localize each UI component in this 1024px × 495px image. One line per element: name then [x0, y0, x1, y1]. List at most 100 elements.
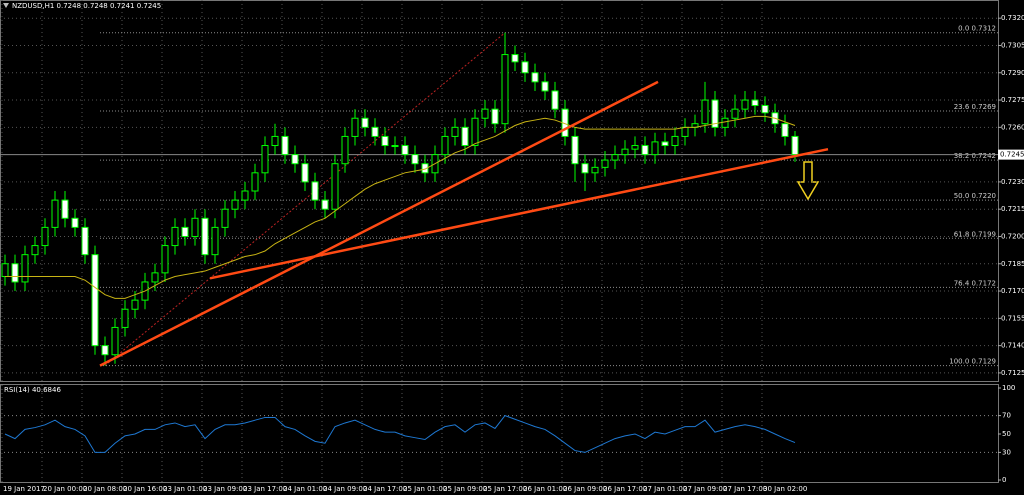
x-tick-label: 24 Jan 17:00 [363, 485, 407, 493]
candle-body [71, 217, 79, 228]
y-tick-label: 0.7125 [1001, 369, 1024, 377]
candle-body [231, 199, 239, 210]
candle-body [721, 117, 729, 128]
candle-body [511, 54, 519, 63]
candle-body [781, 123, 789, 137]
trendline [99, 80, 659, 367]
x-tick-label: 26 Jan 09:00 [563, 485, 607, 493]
candle-body [421, 163, 429, 174]
candle-body [1, 263, 9, 277]
candle-body [181, 226, 189, 237]
candle-body [301, 163, 309, 183]
chart-title: NZDUSD,H1 0.7248 0.7248 0.7241 0.7245 [12, 2, 161, 10]
rsi-tick-label: 0 [1002, 476, 1006, 484]
y-tick-label: 0.7170 [1001, 287, 1024, 295]
candle-body [751, 99, 759, 107]
candle-body [621, 148, 629, 156]
candle-body [31, 245, 39, 256]
candle-body [741, 99, 749, 110]
y-tick-label: 0.7200 [1001, 232, 1024, 240]
x-tick-label: 26 Jan 01:00 [523, 485, 567, 493]
candle-body [91, 254, 99, 347]
moving-average [5, 115, 796, 299]
candle-body [81, 226, 89, 256]
symbol-icon [3, 3, 9, 8]
y-tick-label: 0.7185 [1001, 260, 1024, 268]
trendline [209, 147, 829, 280]
x-tick-label: 25 Jan 17:00 [483, 485, 527, 493]
candle-body [681, 126, 689, 137]
rsi-tick-label: 100 [1002, 384, 1015, 392]
down-arrow [796, 161, 820, 201]
candle-body [481, 108, 489, 119]
candle-body [311, 181, 319, 201]
candle-body [331, 163, 339, 210]
x-tick-label: 27 Jan 09:00 [683, 485, 727, 493]
fibo-label: 38.2 0.7242 [954, 152, 996, 160]
x-tick-label: 30 Jan 02:00 [763, 485, 807, 493]
candle-body [281, 135, 289, 156]
candle-body [711, 99, 719, 128]
rsi-line [4, 415, 796, 453]
y-tick-label: 0.7320 [1001, 14, 1024, 22]
x-tick-label: 20 Jan 08:00 [83, 485, 127, 493]
candle-body [531, 72, 539, 83]
candle-body [441, 135, 449, 156]
candle-body [631, 145, 639, 150]
y-tick-label: 0.7275 [1001, 96, 1024, 104]
fibo-label: 50.0 0.7220 [954, 192, 996, 200]
y-tick-label: 0.7230 [1001, 178, 1024, 186]
main-panel-border [0, 0, 999, 382]
candle-body [791, 135, 799, 156]
candle-body [261, 145, 269, 174]
x-tick-label: 25 Jan 01:00 [403, 485, 447, 493]
candle-body [271, 135, 279, 147]
fibo-label: 76.4 0.7172 [954, 279, 996, 287]
candle-body [601, 159, 609, 168]
y-tick-label: 0.7155 [1001, 314, 1024, 322]
candle-body [51, 199, 59, 228]
candle-body [761, 105, 769, 114]
candle-body [411, 154, 419, 165]
candle-body [221, 208, 229, 228]
x-tick-label: 20 Jan 00:00 [43, 485, 87, 493]
candle-body [731, 108, 739, 119]
candle-body [551, 90, 559, 110]
candle-body [201, 217, 209, 256]
candle-body [401, 145, 409, 156]
fibo-diagonal [104, 32, 506, 367]
candle-body [371, 126, 379, 137]
last-price-box [998, 149, 1024, 160]
candle-body [241, 190, 249, 201]
candle-body [641, 145, 649, 156]
x-tick-label: 23 Jan 01:00 [163, 485, 207, 493]
candle-body [341, 135, 349, 165]
x-tick-label: 27 Jan 01:00 [643, 485, 687, 493]
y-tick-label: 0.7305 [1001, 41, 1024, 49]
candle-body [591, 166, 599, 174]
candle-body [611, 154, 619, 161]
candle-body [671, 135, 679, 147]
candle-body [391, 145, 399, 148]
candle-body [21, 254, 29, 283]
x-tick-label: 24 Jan 09:00 [323, 485, 367, 493]
candle-body [251, 172, 259, 192]
fibo-label: 100.0 0.7129 [949, 358, 996, 366]
y-tick-label: 0.7260 [1001, 123, 1024, 131]
x-tick-label: 20 Jan 16:00 [123, 485, 167, 493]
x-tick-label: 27 Jan 17:00 [723, 485, 767, 493]
y-tick-label: 0.7140 [1001, 342, 1024, 350]
candle-body [11, 263, 19, 283]
x-tick-label: 25 Jan 09:00 [443, 485, 487, 493]
last-price-label: 0.7245 [1000, 151, 1024, 159]
x-tick-label: 19 Jan 2017 [3, 485, 45, 493]
candle-body [501, 54, 509, 125]
candle-body [191, 217, 199, 237]
candle-body [101, 345, 109, 356]
rsi-label: RSI(14) 40.6846 [4, 386, 61, 394]
candle-body [361, 117, 369, 128]
candle-body [211, 226, 219, 256]
candle-body [121, 308, 129, 328]
